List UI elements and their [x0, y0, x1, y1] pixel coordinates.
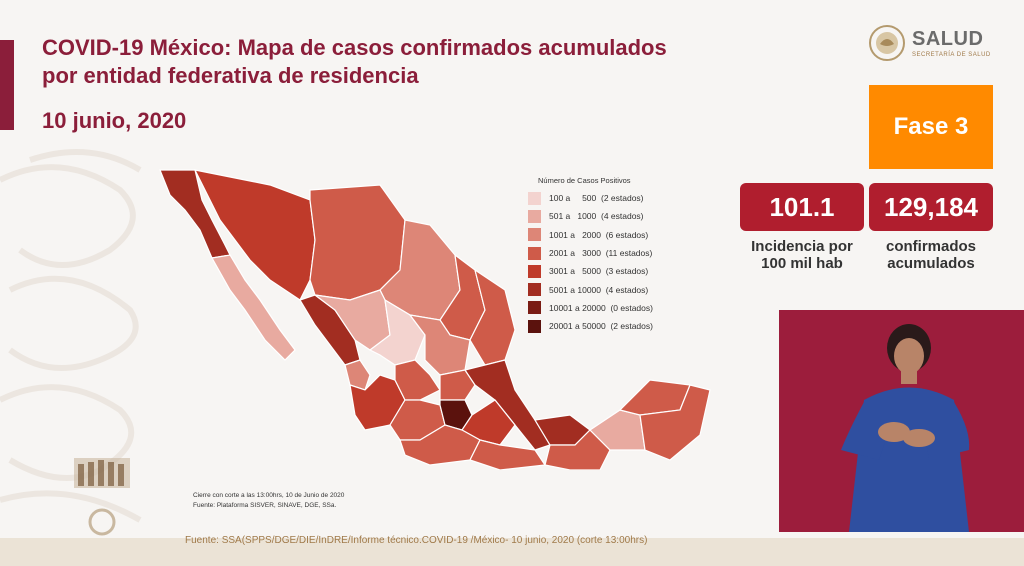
legend-label: 5001 a 10000 (4 estados) — [549, 284, 649, 295]
legend-swatch — [528, 191, 541, 205]
logo-title: SALUD — [912, 28, 984, 50]
incidence-value: 101.1 — [740, 183, 864, 231]
footer-bar — [0, 538, 1024, 566]
background-pattern — [0, 149, 142, 523]
title-line-1: COVID-19 México: Mapa de casos confirmad… — [42, 35, 667, 60]
legend-item: 2001 a 3000 (11 estados) — [528, 244, 688, 262]
legend-swatch — [528, 246, 541, 260]
government-emblem — [70, 452, 134, 542]
accent-bar — [0, 40, 14, 130]
report-date: 10 junio, 2020 — [42, 108, 187, 133]
legend-item: 20001 a 50000 (2 estados) — [528, 317, 688, 335]
note-cutoff: Cierre con corte a las 13:00hrs, 10 de J… — [193, 492, 345, 499]
legend-label: 501 a 1000 (4 estados) — [549, 211, 644, 222]
incidence-label-2: 100 mil hab — [761, 255, 843, 272]
confirmed-caption: confirmados acumulados — [866, 238, 996, 272]
legend-item: 3001 a 5000 (3 estados) — [528, 262, 688, 280]
title-line-2: por entidad federativa de residencia — [42, 63, 419, 88]
mexico-choropleth-map — [159, 169, 711, 470]
legend-item: 501 a 1000 (4 estados) — [528, 207, 688, 225]
confirmed-value: 129,184 — [869, 183, 993, 231]
map-notes: Cierre con corte a las 13:00hrs, 10 de J… — [193, 491, 344, 511]
state-sonora — [193, 169, 316, 301]
legend-label: 10001 a 20000 (0 estados) — [549, 302, 653, 313]
legend-label: 2001 a 3000 (11 estados) — [549, 248, 653, 259]
confirmed-label-1: confirmados — [885, 238, 976, 255]
legend-item: 1001 a 2000 (6 estados) — [528, 226, 688, 244]
legend-swatch — [528, 228, 541, 242]
state-baja-california-sur — [211, 254, 296, 361]
note-source: Fuente: Plataforma SISVER, SINAVE, DGE, … — [193, 502, 337, 509]
legend-label: 20001 a 50000 (2 estados) — [549, 321, 653, 332]
state-guanajuato — [394, 359, 441, 401]
incidence-caption: Incidencia por 100 mil hab — [737, 238, 867, 272]
logo-subtitle: SECRETARÍA DE SALUD — [912, 52, 991, 58]
legend-item: 10001 a 20000 (0 estados) — [528, 299, 688, 317]
legend-label: 3001 a 5000 (3 estados) — [549, 266, 649, 277]
legend-item: 100 a 500 (2 estados) — [528, 189, 688, 207]
interpreter-figure — [841, 324, 970, 532]
state-quintana-roo — [639, 384, 711, 461]
legend-swatch — [528, 283, 541, 297]
legend-swatch — [528, 319, 541, 333]
phase-badge: Fase 3 — [869, 85, 993, 169]
incidence-label-1: Incidencia por — [751, 238, 853, 255]
legend-swatch — [528, 209, 541, 223]
interpreter-video — [779, 310, 1024, 532]
map-legend: Número de Casos Positivos 100 a 500 (2 e… — [528, 176, 688, 335]
eagle-seal-icon — [869, 25, 905, 61]
state-nayarit — [344, 359, 371, 391]
legend-swatch — [528, 264, 541, 278]
legend-item: 5001 a 10000 (4 estados) — [528, 280, 688, 298]
legend-label: 100 a 500 (2 estados) — [549, 193, 644, 204]
confirmed-label-2: acumulados — [887, 255, 975, 272]
legend-label: 1001 a 2000 (6 estados) — [549, 229, 649, 240]
legend-title: Número de Casos Positivos — [538, 176, 631, 185]
footer-source: Fuente: SSA(SPPS/DGE/DIE/InDRE/Informe t… — [185, 535, 648, 546]
legend-swatch — [528, 301, 541, 315]
page-title: COVID-19 México: Mapa de casos confirmad… — [42, 34, 802, 90]
legend-rows: 100 a 500 (2 estados) 501 a 1000 (4 estad… — [528, 189, 688, 335]
salud-logo: SALUD SECRETARÍA DE SALUD — [868, 22, 998, 64]
